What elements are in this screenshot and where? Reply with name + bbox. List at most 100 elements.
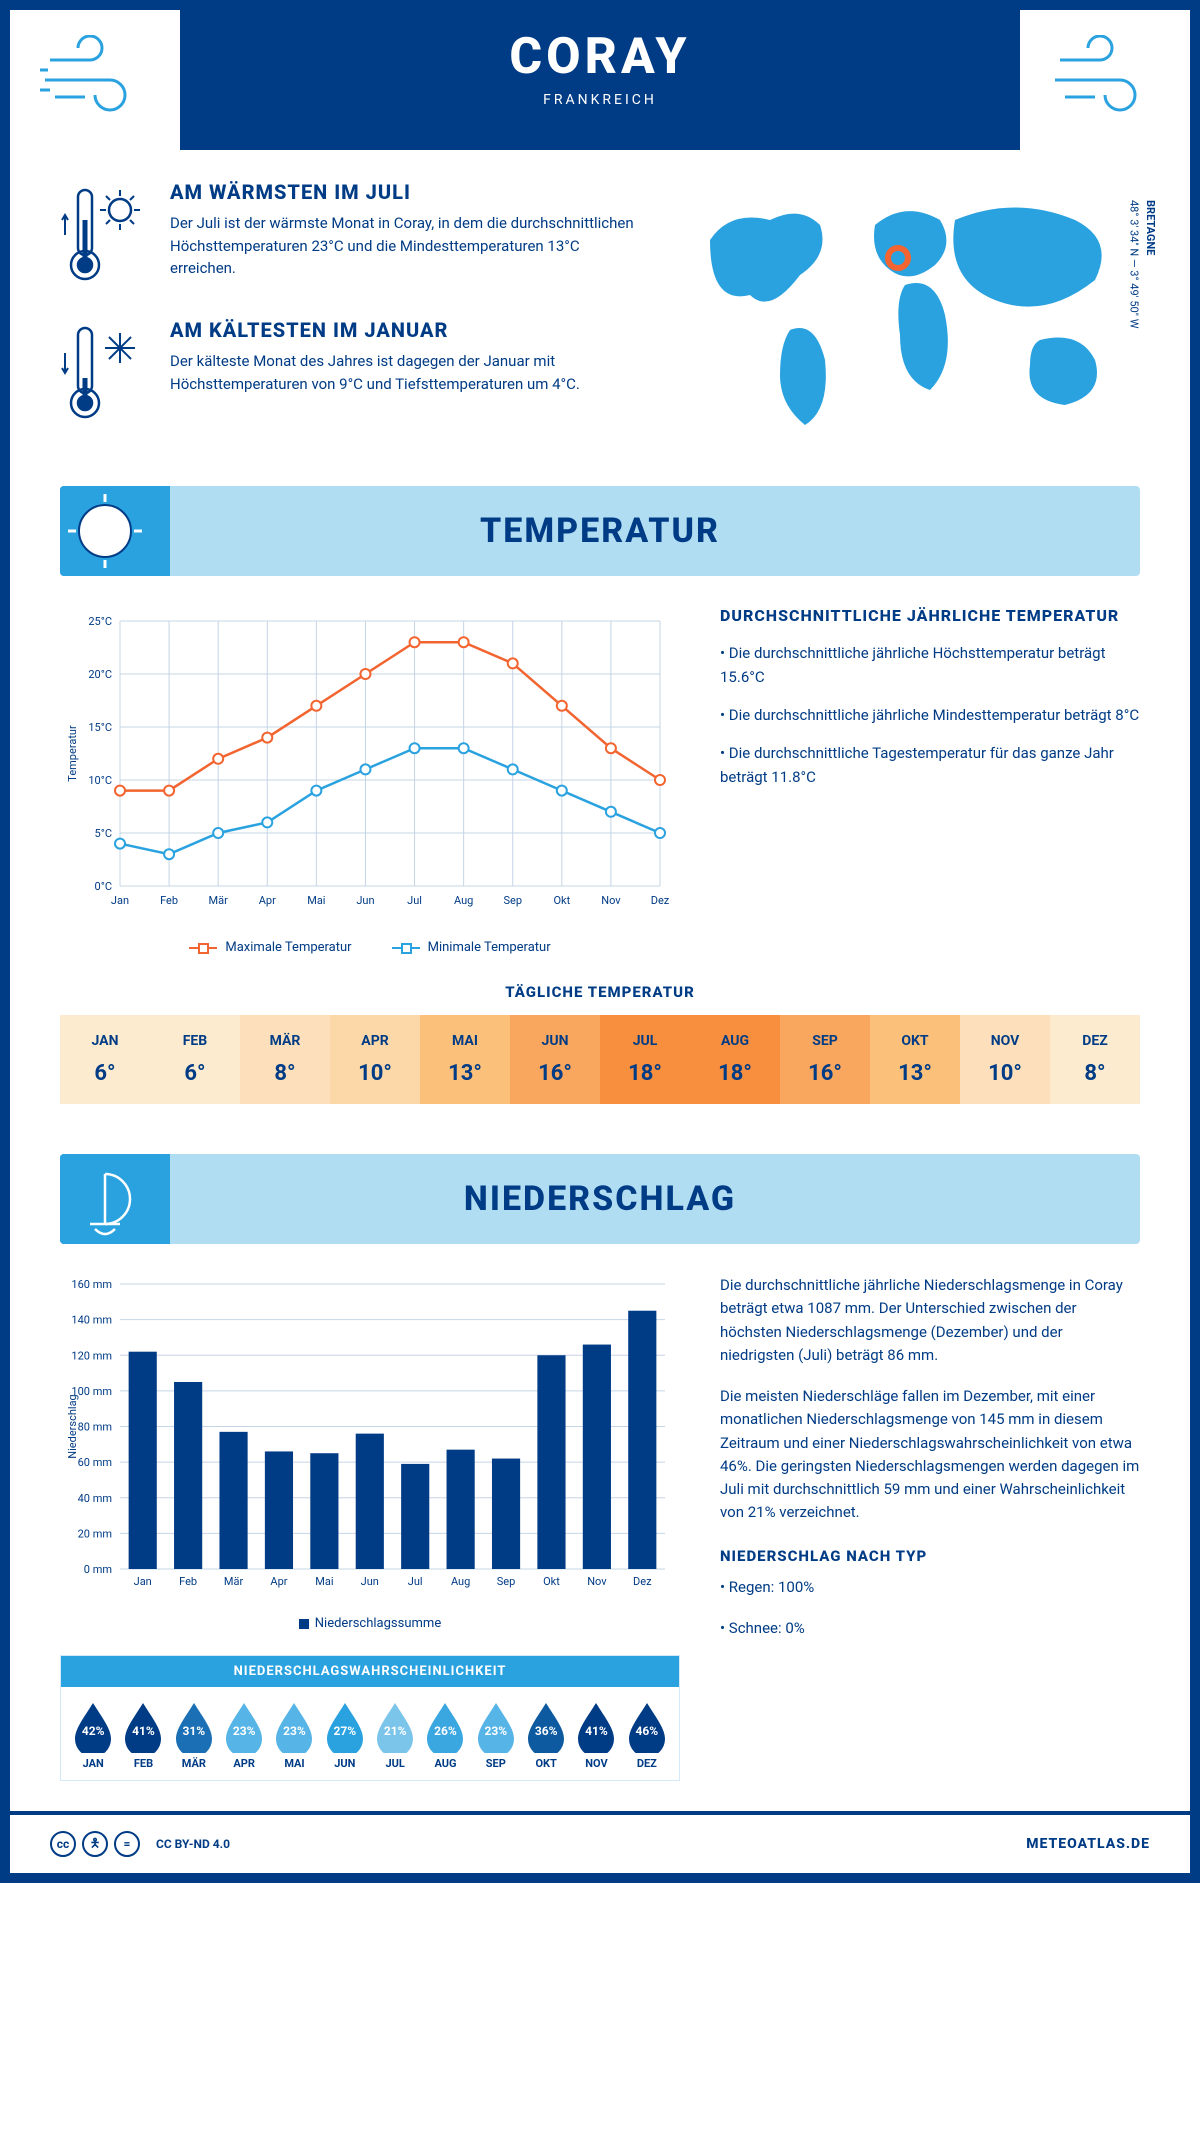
temp-desc-1: • Die durchschnittliche jährliche Höchst… [720,641,1140,689]
temperature-line-chart: 0°C 5°C 10°C 15°C 20°C 25°C Jan Feb Mär Apr Mai Jun… [60,606,680,955]
precip-type-snow: • Schnee: 0% [720,1617,1140,1640]
precipitation-probability-box: NIEDERSCHLAGSWAHRSCHEINLICHKEIT 42% JAN … [60,1655,680,1781]
temp-desc-2: • Die durchschnittliche jährliche Mindes… [720,703,1140,727]
svg-text:Okt: Okt [543,1575,560,1588]
thermometer-snow-icon [60,318,150,428]
page-title: CORAY [509,28,690,86]
precip-type-heading: NIEDERSCHLAG NACH TYP [720,1545,1140,1568]
prob-cell: 46% DEZ [623,1701,671,1770]
svg-text:Temperatur: Temperatur [66,725,79,782]
svg-text:Jul: Jul [408,1575,423,1588]
precip-title: NIEDERSCHLAG [464,1179,736,1219]
daily-temp-cell: AUG18° [690,1015,780,1104]
daily-temp-cell: DEZ8° [1050,1015,1140,1104]
prob-cell: 23% MAI [270,1701,318,1770]
legend-min: Minimale Temperatur [392,940,551,955]
svg-text:Apr: Apr [270,1575,287,1588]
svg-text:160 mm: 160 mm [71,1278,112,1291]
prob-cell: 31% MÄR [170,1701,218,1770]
svg-text:Mär: Mär [209,894,229,907]
svg-text:Aug: Aug [454,894,473,907]
cold-text: Der kälteste Monat des Jahres ist dagege… [170,350,640,395]
prob-cell: 26% AUG [421,1701,469,1770]
svg-text:5°C: 5°C [95,827,112,840]
prob-cell: 23% SEP [472,1701,520,1770]
page-subtitle: FRANKREICH [509,92,690,108]
header-banner: CORAY FRANKREICH [10,10,1190,150]
daily-temp-cell: FEB6° [150,1015,240,1104]
svg-text:Mär: Mär [224,1575,244,1588]
precip-type-rain: • Regen: 100% [720,1576,1140,1599]
svg-text:15°C: 15°C [88,721,112,734]
svg-text:Jan: Jan [111,894,129,907]
wind-icon [1050,35,1160,119]
coordinates: BRETAGNE 48° 3' 34'' N — 3° 49' 50'' W [1125,200,1158,328]
precip-section-header: NIEDERSCHLAG [60,1154,1140,1244]
prob-cell: 41% NOV [572,1701,620,1770]
wind-icon [40,35,150,119]
svg-text:10°C: 10°C [88,774,112,787]
svg-text:Sep: Sep [497,1575,516,1588]
svg-text:Jan: Jan [134,1575,152,1588]
prob-cell: 42% JAN [69,1701,117,1770]
daily-temp-cell: JUL18° [600,1015,690,1104]
daily-temp-cell: OKT13° [870,1015,960,1104]
svg-text:Niederschlag: Niederschlag [66,1394,79,1458]
daily-temp-cell: MAI13° [420,1015,510,1104]
svg-text:Okt: Okt [553,894,570,907]
svg-text:Mai: Mai [315,1575,333,1588]
daily-temp-cell: MÄR8° [240,1015,330,1104]
svg-text:Sep: Sep [503,894,522,907]
precipitation-bar-chart: 0 mm20 mm40 mm60 mm80 mm100 mm120 mm140 … [60,1274,680,1631]
svg-text:20°C: 20°C [88,668,112,681]
prob-cell: 21% JUL [371,1701,419,1770]
svg-text:Nov: Nov [601,894,621,907]
daily-temp-title: TÄGLICHE TEMPERATUR [60,983,1140,1001]
svg-text:0°C: 0°C [95,880,112,893]
precip-para1: Die durchschnittliche jährliche Niedersc… [720,1274,1140,1367]
daily-temp-cell: APR10° [330,1015,420,1104]
temp-desc-3: • Die durchschnittliche Tagestemperatur … [720,741,1140,789]
svg-text:Jun: Jun [361,1575,379,1588]
site-name: METEOATLAS.DE [1026,1836,1150,1852]
cc-license-icons: cc🯅= CC BY-ND 4.0 [50,1831,230,1857]
svg-text:Nov: Nov [587,1575,607,1588]
svg-text:25°C: 25°C [88,615,112,628]
daily-temp-table: JAN6°FEB6°MÄR8°APR10°MAI13°JUN16°JUL18°A… [60,1015,1140,1104]
svg-text:Dez: Dez [633,1575,652,1588]
temp-desc-heading: DURCHSCHNITTLICHE JÄHRLICHE TEMPERATUR [720,606,1140,625]
svg-text:120 mm: 120 mm [71,1349,112,1362]
thermometer-sun-icon [60,180,150,290]
svg-text:Aug: Aug [451,1575,470,1588]
svg-text:80 mm: 80 mm [78,1421,112,1434]
svg-text:Apr: Apr [259,894,276,907]
svg-text:140 mm: 140 mm [71,1314,112,1327]
world-map: BRETAGNE 48° 3' 34'' N — 3° 49' 50'' W [680,180,1140,444]
svg-text:Dez: Dez [651,894,670,907]
legend-max: Maximale Temperatur [189,940,351,955]
cold-block: AM KÄLTESTEN IM JANUAR Der kälteste Mona… [60,318,640,428]
precip-para2: Die meisten Niederschläge fallen im Deze… [720,1385,1140,1525]
footer: cc🯅= CC BY-ND 4.0 METEOATLAS.DE [10,1811,1190,1873]
prob-cell: 23% APR [220,1701,268,1770]
svg-text:Feb: Feb [179,1575,197,1588]
daily-temp-cell: JAN6° [60,1015,150,1104]
warm-text: Der Juli ist der wärmste Monat in Coray,… [170,212,640,280]
svg-text:0 mm: 0 mm [84,1563,112,1576]
prob-cell: 41% FEB [119,1701,167,1770]
svg-text:20 mm: 20 mm [78,1527,112,1540]
temp-section-header: TEMPERATUR [60,486,1140,576]
svg-text:Mai: Mai [307,894,325,907]
daily-temp-cell: JUN16° [510,1015,600,1104]
daily-temp-cell: NOV10° [960,1015,1050,1104]
warm-block: AM WÄRMSTEN IM JULI Der Juli ist der wär… [60,180,640,290]
temp-title: TEMPERATUR [480,511,720,551]
prob-cell: 36% OKT [522,1701,570,1770]
cold-heading: AM KÄLTESTEN IM JANUAR [170,318,640,342]
prob-cell: 27% JUN [321,1701,369,1770]
warm-heading: AM WÄRMSTEN IM JULI [170,180,640,204]
svg-text:Jul: Jul [407,894,422,907]
svg-text:Feb: Feb [160,894,178,907]
svg-text:Jun: Jun [356,894,374,907]
daily-temp-cell: SEP16° [780,1015,870,1104]
